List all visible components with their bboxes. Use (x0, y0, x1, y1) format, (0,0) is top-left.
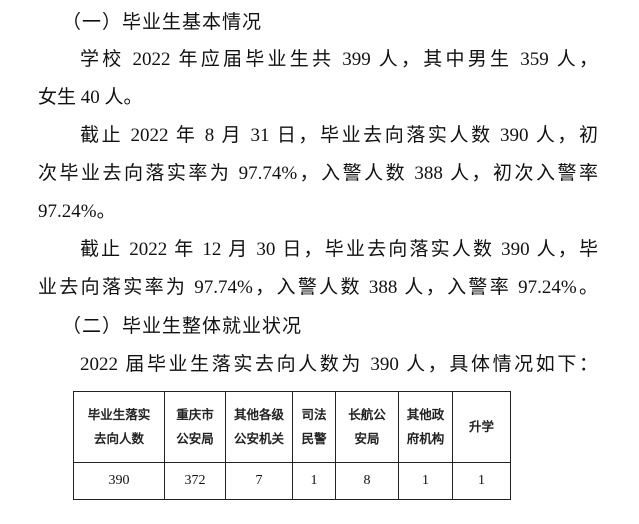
table-header-cell: 其他各级 公安机关 (225, 391, 293, 463)
paragraph-line: 学校 2022 年应届毕业生共 399 人，其中男生 359 人， (80, 49, 598, 70)
table-header-cell: 长航公 安局 (335, 391, 399, 463)
header-text: 司法 民警 (301, 407, 327, 446)
paragraph-line: 2022 届毕业生落实去向人数为 390 人，具体情况如下： (80, 354, 598, 375)
employment-table: 毕业生落实 去向人数 重庆市 公安局 其他各级 公安机关 司法 民警 长航公 安… (73, 391, 511, 500)
table-cell: 1 (452, 462, 511, 500)
section-heading-employment: （二）毕业生整体就业状况 (62, 315, 303, 337)
paragraph-line: 97.24%。 (38, 201, 116, 222)
table-header-cell: 其他政 府机构 (398, 391, 453, 463)
header-text: 毕业生落实 去向人数 (87, 407, 151, 446)
paragraph-line: 业去向落实率为 97.74%，入警人数 388 人，入警率 97.24%。 (38, 277, 598, 298)
table-header-cell: 司法 民警 (292, 391, 336, 463)
header-text: 其他政 府机构 (406, 407, 445, 446)
paragraph-line: 次毕业去向落实率为 97.74%，入警人数 388 人，初次入警率 (38, 163, 598, 184)
table-cell: 8 (335, 462, 399, 500)
header-text: 重庆市 公安局 (176, 407, 214, 446)
table-header-row: 毕业生落实 去向人数 重庆市 公安局 其他各级 公安机关 司法 民警 长航公 安… (73, 391, 511, 463)
header-text: 升学 (468, 419, 494, 434)
header-text: 其他各级 公安机关 (233, 407, 284, 446)
table-cell: 1 (398, 462, 453, 500)
table-header-cell: 毕业生落实 去向人数 (73, 391, 165, 463)
table-header-cell: 重庆市 公安局 (164, 391, 226, 463)
table-cell: 372 (164, 462, 226, 500)
paragraph-line: 截止 2022 年 12 月 30 日，毕业去向落实人数 390 人，毕 (80, 239, 598, 260)
section-heading-basic-info: （一）毕业生基本情况 (62, 11, 263, 33)
table-cell: 1 (292, 462, 336, 500)
paragraph-line: 截止 2022 年 8 月 31 日，毕业去向落实人数 390 人，初 (80, 125, 598, 146)
table-row: 390 372 7 1 8 1 1 (73, 462, 511, 500)
header-text: 长航公 安局 (348, 407, 386, 446)
paragraph-line: 女生 40 人。 (38, 87, 143, 108)
table-cell: 7 (225, 462, 293, 500)
table-header-cell: 升学 (452, 391, 511, 463)
table-cell: 390 (73, 462, 165, 500)
